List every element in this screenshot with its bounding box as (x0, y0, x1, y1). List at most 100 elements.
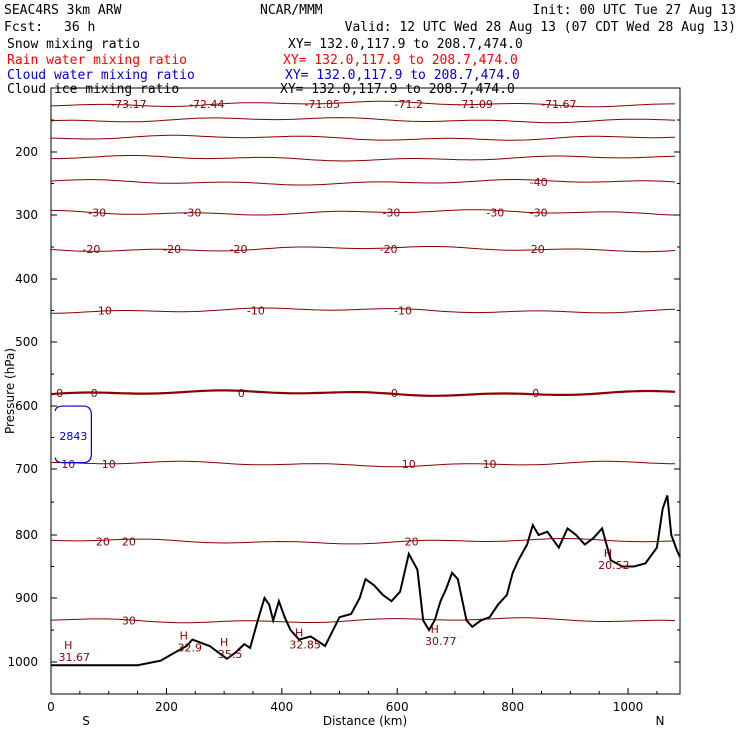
isotherm-line (50, 307, 676, 314)
x-tick-label: 200 (155, 700, 178, 714)
model-title: SEAC4RS 3km ARW (4, 3, 122, 18)
isotherm-label: -72.44 (189, 98, 224, 111)
isotherm-label: 20 (96, 535, 110, 548)
x-tick-label: 800 (501, 700, 524, 714)
high-marker-h: H (180, 630, 188, 643)
plot-frame (50, 87, 681, 695)
isotherm-line (50, 134, 676, 141)
isotherm-line (50, 100, 675, 108)
x-axis-label: Distance (km) (323, 714, 407, 728)
y-tick-label: 200 (15, 145, 38, 159)
high-marker-h: H (220, 636, 228, 649)
isotherm-label: 30 (122, 614, 136, 627)
isotherm-label: -10 (94, 305, 112, 318)
isotherm-label: 0 (532, 387, 539, 400)
isotherm-label: -30 (486, 206, 504, 219)
isotherm-label: -71.09 (457, 98, 492, 111)
isotherm-label: 20 (122, 535, 136, 548)
isotherm-label: -30 (88, 206, 106, 219)
high-marker-value: 31.67 (59, 651, 91, 664)
field-xy-cloud-water: XY= 132.0,117.9 to 208.7,474.0 (285, 68, 520, 83)
y-tick-label: 700 (15, 462, 38, 476)
y-tick-label: 400 (15, 272, 38, 286)
high-marker-value: 30.77 (425, 635, 457, 648)
isotherm-line (50, 179, 676, 186)
isotherm-label: -30 (183, 206, 201, 219)
high-marker-value: 35.5 (218, 648, 243, 661)
init-time: Init: 00 UTC Tue 27 Aug 13 (533, 3, 737, 18)
isotherm-label: -71.67 (541, 98, 576, 111)
isotherm-label: -40 (530, 176, 548, 189)
y-tick-label: 800 (15, 528, 38, 542)
high-marker-h: H (604, 547, 612, 560)
forecast-hour: 36 h (64, 20, 95, 35)
high-marker-h: H (431, 623, 439, 636)
terrain-line (51, 495, 681, 667)
isotherm-line (50, 209, 676, 216)
y-axis-label: Pressure (hPa) (3, 348, 17, 434)
isotherm-line (51, 155, 676, 162)
y-tick-label: 900 (15, 591, 38, 605)
isotherm-label: 0 (56, 387, 63, 400)
terrain-profile (51, 495, 681, 667)
isotherm-label: 0 (238, 387, 245, 400)
x-tick-label: 600 (386, 700, 409, 714)
isotherm-line (50, 117, 676, 124)
high-marker-value: 32.85 (289, 638, 321, 651)
forecast-label: Fcst: (4, 20, 43, 35)
isotherm-label: 10 (483, 458, 497, 471)
isotherm-line (50, 389, 676, 397)
isotherm-label: -20 (527, 243, 545, 256)
x-tick-label: 1000 (613, 700, 644, 714)
y-tick-label: 1000 (7, 655, 38, 669)
isotherm-label: -10 (247, 305, 265, 318)
field-name-snow: Snow mixing ratio (7, 37, 140, 52)
axes: 0 200 400 600 800 100020030040050060070080090… (7, 119, 680, 714)
isotherm-line (50, 617, 676, 624)
field-xy-snow: XY= 132.0,117.9 to 208.7,474.0 (288, 37, 523, 52)
isotherm-label: -20 (380, 243, 398, 256)
isotherm-label: -20 (163, 243, 181, 256)
isotherm-label: -20 (82, 243, 100, 256)
high-marker-h: H (295, 626, 303, 639)
field-name-cloud-water: Cloud water mixing ratio (7, 68, 195, 83)
high-marker-value: 32.9 (177, 642, 202, 655)
isotherm-label: -71.85 (304, 98, 339, 111)
valid-time: Valid: 12 UTC Wed 28 Aug 13 (07 CDT Wed … (345, 20, 736, 35)
field-name-cloud-ice: Cloud ice mixing ratio (7, 82, 179, 97)
y-tick-label: 300 (15, 208, 38, 222)
high-marker-value: 20.52 (598, 559, 630, 572)
cloud-water-outline (54, 405, 92, 464)
isotherm-label: -20 (230, 243, 248, 256)
isotherm-label: 10 (402, 458, 416, 471)
end-label-south: S (82, 714, 90, 728)
isotherm-label: 10 (102, 458, 116, 471)
isotherm-label: 10 (61, 458, 75, 471)
y-tick-label: 500 (15, 335, 38, 349)
y-tick-label: 600 (15, 399, 38, 413)
x-tick-label: 400 (270, 700, 293, 714)
isotherm-label: 20 (405, 535, 419, 548)
isotherm-label: -30 (530, 206, 548, 219)
field-name-rain: Rain water mixing ratio (7, 53, 187, 68)
isotherm-line (50, 246, 676, 253)
x-tick-label: 0 (47, 700, 55, 714)
high-marker-h: H (64, 639, 72, 652)
isotherm-line (50, 460, 675, 468)
organization: NCAR/MMM (260, 3, 323, 18)
temperature-contours (50, 100, 676, 624)
field-xy-rain: XY= 132.0,117.9 to 208.7,474.0 (283, 53, 518, 68)
field-xy-cloud-ice: XY= 132.0,117.9 to 208.7,474.0 (280, 82, 515, 97)
isotherm-label: 0 (91, 387, 98, 400)
isotherm-line (50, 538, 676, 545)
isotherm-label: 0 (391, 387, 398, 400)
contour-labels: -73.17 -72.44 -71.85 -71.2 -71.09 -71.67 -40 -3… (56, 98, 576, 627)
end-label-north: N (656, 714, 665, 728)
cloud-water-label: 2843 (59, 430, 87, 443)
isotherm-label: -10 (394, 305, 412, 318)
isotherm-label: -30 (382, 206, 400, 219)
isotherm-label: -73.17 (111, 98, 146, 111)
cloud-water-contour: 2843 (54, 405, 92, 464)
